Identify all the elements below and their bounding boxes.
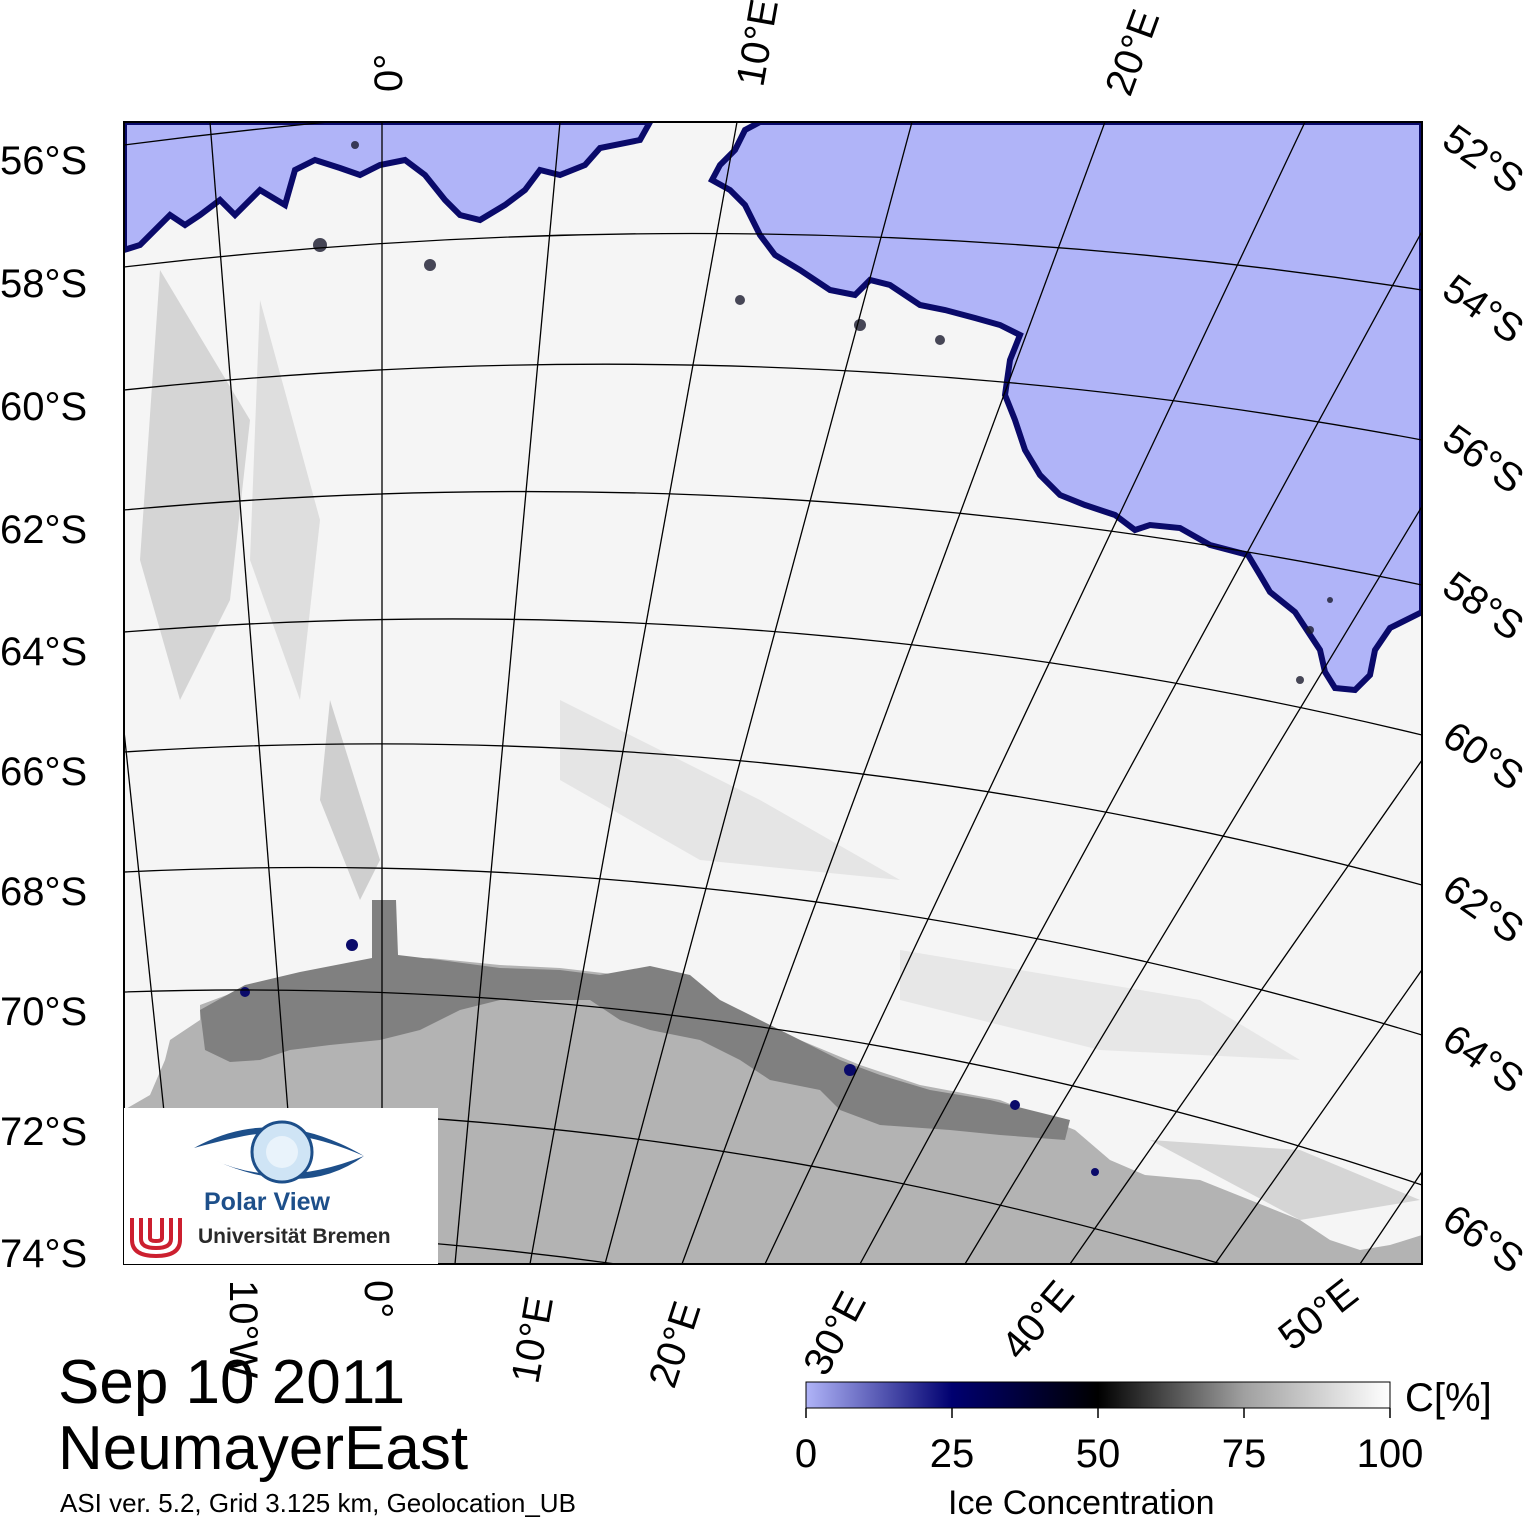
lat-label-left: 66°S — [0, 750, 87, 794]
lat-label-left: 74°S — [0, 1232, 87, 1276]
colorbar — [805, 1381, 1391, 1409]
lat-label-left: 62°S — [0, 508, 87, 552]
lat-label-left: 58°S — [0, 262, 87, 306]
lat-label-right: 64°S — [1435, 1016, 1532, 1102]
lon-label-bottom: 10°W — [221, 1280, 265, 1378]
colorbar-tick-label: 50 — [1075, 1432, 1121, 1476]
lat-label-left: 60°S — [0, 385, 87, 429]
land — [124, 958, 1422, 1264]
logo-subtitle: Universität Bremen — [198, 1225, 391, 1248]
logo-title: Polar View — [204, 1188, 330, 1216]
lon-label-top: 10°E — [729, 0, 787, 90]
open-water-east — [707, 122, 1422, 694]
lon-label-bottom: 40°E — [993, 1273, 1083, 1368]
polar-view-logo: Polar View Universität Bremen — [124, 1108, 438, 1264]
lat-label-right: 52°S — [1435, 116, 1532, 202]
eye-logo-icon — [194, 1120, 364, 1184]
lat-label-left: 72°S — [0, 1110, 87, 1154]
map-date: Sep 10 2011 — [58, 1348, 406, 1417]
region-name: NeumayerEast — [58, 1414, 469, 1483]
university-bremen-logo-icon — [130, 1218, 182, 1259]
map-frame — [123, 121, 1423, 1265]
colorbar-unit: C[%] — [1405, 1376, 1492, 1420]
open-water-west — [124, 122, 654, 254]
lon-label-bottom: 20°E — [641, 1296, 710, 1393]
lat-label-left: 68°S — [0, 870, 87, 914]
lat-label-right: 56°S — [1435, 416, 1532, 502]
graticule-parallels — [124, 122, 1422, 1264]
lon-label-bottom: 50°E — [1270, 1271, 1366, 1359]
lat-label-right: 62°S — [1435, 866, 1532, 952]
lat-label-right: 60°S — [1435, 713, 1532, 799]
colorbar-tick-label: 75 — [1221, 1432, 1267, 1476]
colorbar-tick-label: 0 — [794, 1432, 818, 1476]
lat-label-left: 56°S — [0, 139, 87, 183]
lat-label-right: 58°S — [1435, 563, 1532, 649]
lon-label-top: 0° — [367, 54, 411, 92]
colorbar-tick-label: 100 — [1356, 1432, 1424, 1476]
product-info: ASI ver. 5.2, Grid 3.125 km, Geolocation… — [60, 1488, 576, 1518]
colorbar-title: Ice Concentration — [948, 1484, 1215, 1522]
lon-label-bottom: 10°E — [504, 1293, 562, 1386]
lat-label-right: 66°S — [1435, 1196, 1532, 1282]
lat-label-right: 54°S — [1435, 266, 1532, 352]
lon-label-top: 20°E — [1097, 4, 1168, 101]
ice-texture — [140, 270, 1420, 1220]
colorbar-tick-marks — [805, 1408, 1391, 1418]
lat-label-left: 64°S — [0, 630, 87, 674]
colorbar-tick-label: 25 — [929, 1432, 975, 1476]
lat-label-left: 70°S — [0, 990, 87, 1034]
lon-label-bottom: 0° — [356, 1280, 400, 1318]
lon-label-bottom: 30°E — [795, 1285, 875, 1383]
graticule-meridians — [124, 122, 1422, 1264]
